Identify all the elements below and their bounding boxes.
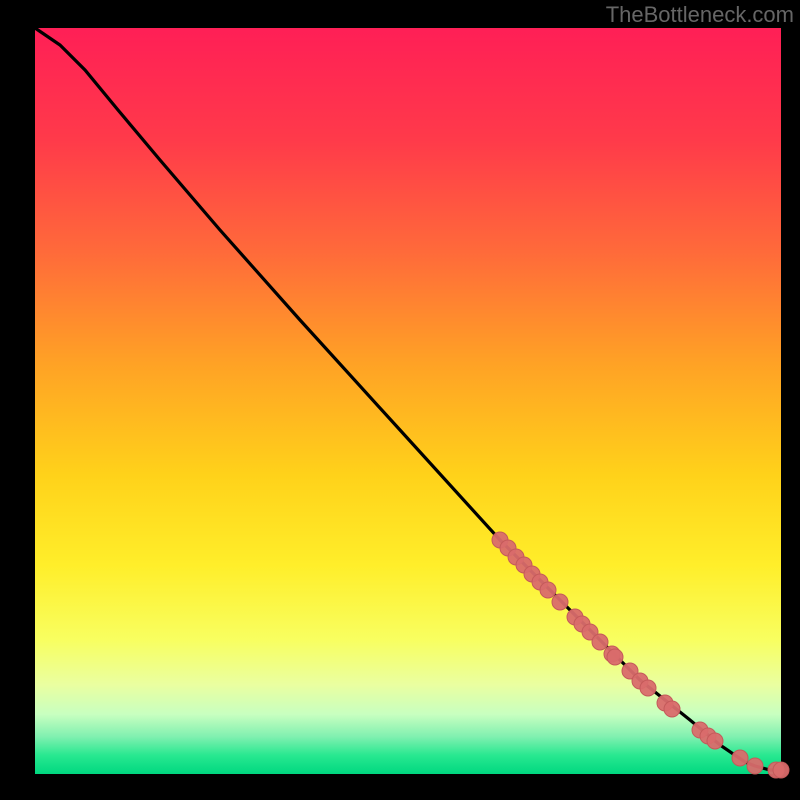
- chart-svg: [0, 0, 800, 800]
- data-point: [707, 733, 723, 749]
- data-point: [773, 762, 789, 778]
- data-point: [540, 582, 556, 598]
- data-point: [747, 758, 763, 774]
- chart-root: TheBottleneck.com: [0, 0, 800, 800]
- plot-background: [35, 28, 781, 774]
- data-point: [640, 680, 656, 696]
- data-point: [607, 649, 623, 665]
- data-point: [664, 701, 680, 717]
- data-point: [552, 594, 568, 610]
- data-point: [732, 750, 748, 766]
- watermark-text: TheBottleneck.com: [606, 2, 794, 28]
- data-point: [592, 634, 608, 650]
